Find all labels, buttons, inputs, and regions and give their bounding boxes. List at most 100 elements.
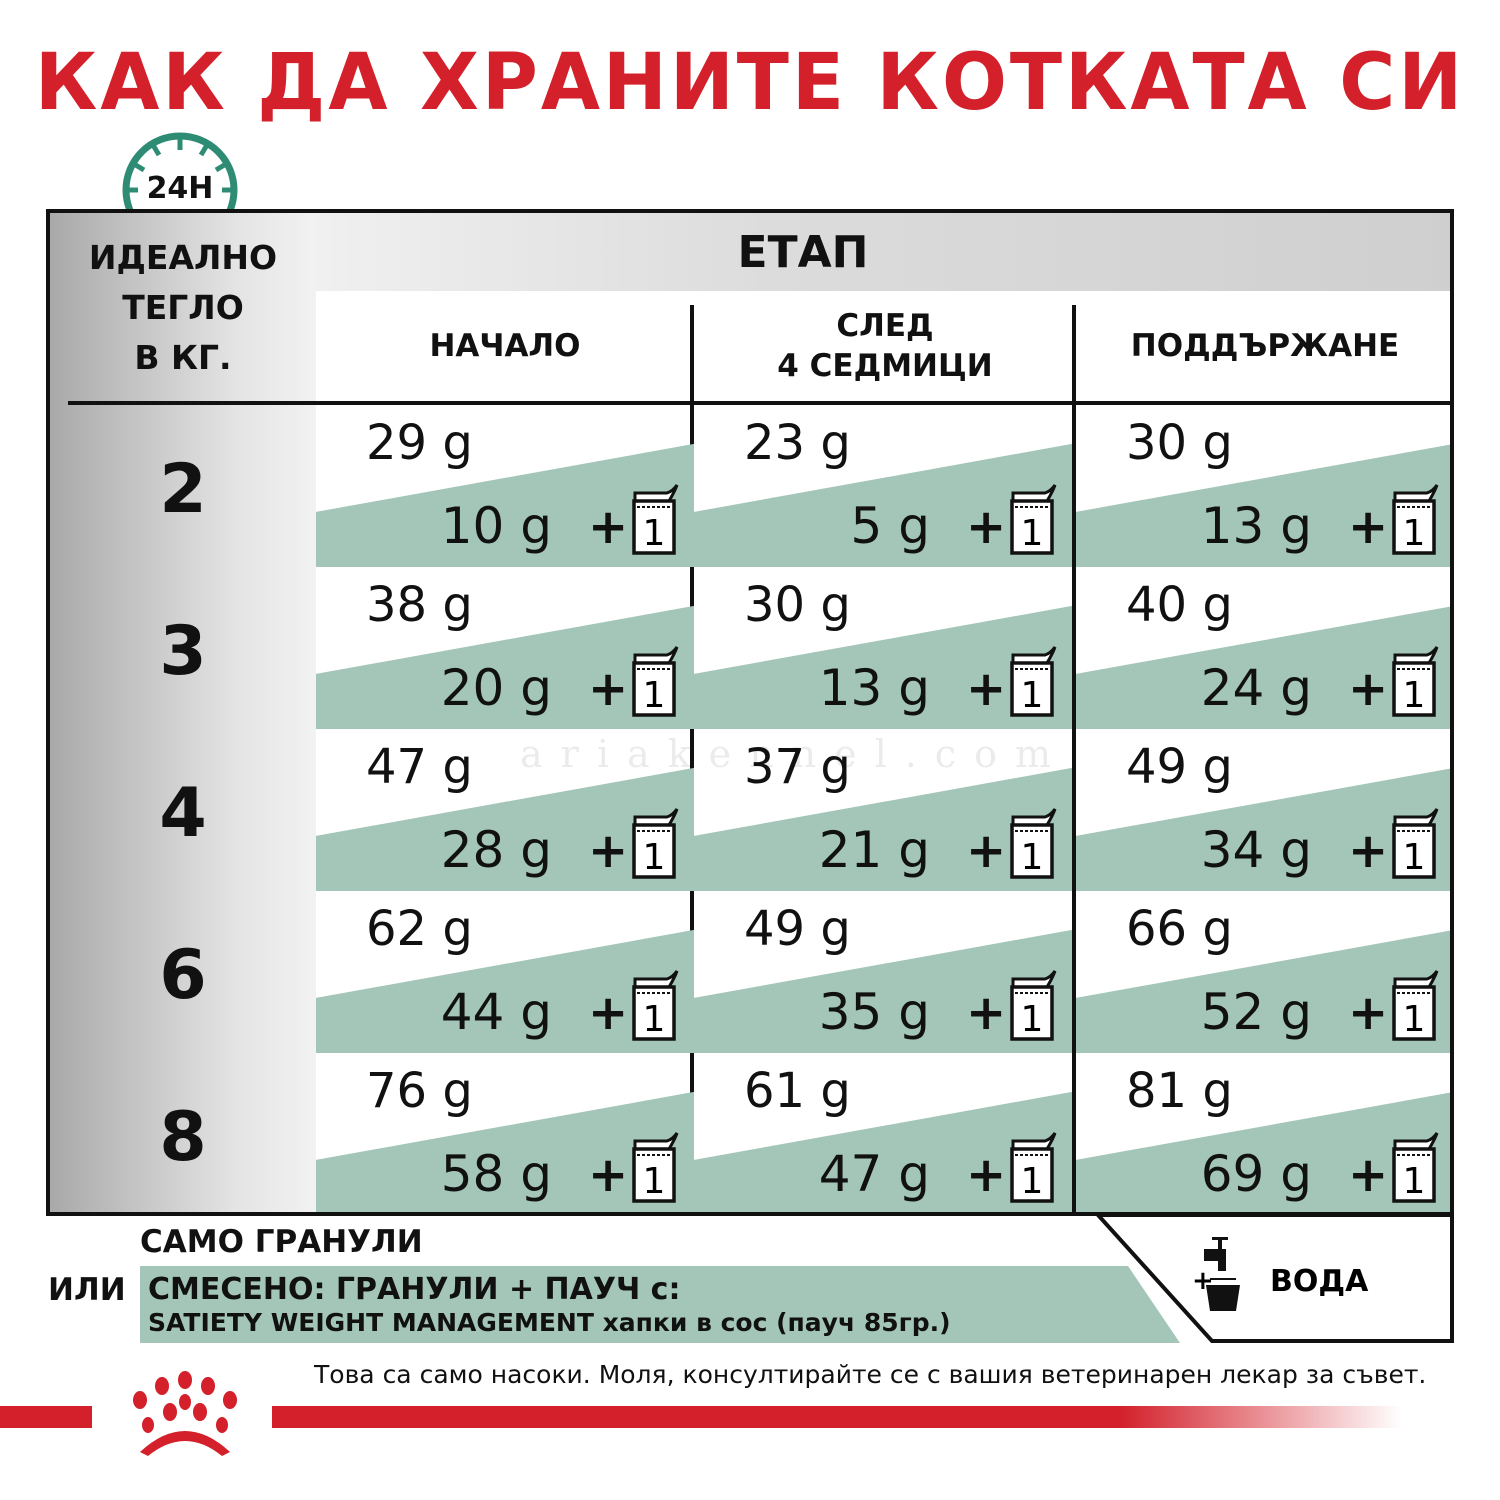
column-header-after-4-weeks: СЛЕД 4 СЕДМИЦИ [694, 291, 1076, 401]
plus-sign: + [588, 661, 629, 717]
dry-only-amount: 62 g [366, 901, 473, 957]
plus-sign: + [966, 661, 1007, 717]
dry-only-amount: 81 g [1126, 1063, 1233, 1119]
pouch-count: 1 [1403, 837, 1426, 878]
mixed-dry-amount: 35 g [818, 983, 930, 1041]
stage-header: ЕТАП [316, 213, 1450, 291]
pouch-count: 1 [1021, 837, 1044, 878]
pouch-count: 1 [643, 1161, 666, 1202]
pouch-icon: 1 [632, 646, 679, 717]
pouch-count: 1 [643, 837, 666, 878]
mixed-label: СМЕСЕНО: ГРАНУЛИ + ПАУЧ с: [148, 1272, 681, 1307]
disclaimer: Това са само насоки. Моля, консултирайте… [314, 1360, 1427, 1389]
weight-kg: 3 [159, 612, 207, 691]
column-divider [1072, 305, 1076, 1212]
feeding-cell: 23 g 5 g + 1 [694, 405, 1072, 567]
header-divider [68, 401, 1450, 405]
pouch-icon: 1 [1010, 970, 1057, 1041]
brand-bar-left [0, 1406, 92, 1428]
mixed-dry-amount: 44 g [440, 983, 552, 1041]
pouch-count: 1 [1021, 999, 1044, 1040]
plus-sign: + [966, 499, 1007, 555]
feeding-table: ЕТАП ИДЕАЛНО ТЕГЛО В КГ. НАЧАЛО СЛЕД 4 С… [46, 209, 1454, 1216]
pouch-count: 1 [1403, 513, 1426, 554]
feeding-cell: 40 g 24 g + 1 [1076, 567, 1450, 729]
dry-only-amount: 29 g [366, 415, 473, 471]
pouch-count: 1 [643, 999, 666, 1040]
feeding-cell: 47 g 28 g + 1 [316, 729, 694, 891]
brand-bar-right [272, 1406, 1402, 1428]
mixed-dry-amount: 52 g [1200, 983, 1312, 1041]
watermark: ariakennel.com [520, 732, 1070, 776]
pouch-count: 1 [1021, 1161, 1044, 1202]
dry-only-amount: 30 g [1126, 415, 1233, 471]
water-tap-icon [1204, 1237, 1240, 1311]
pouch-icon: 1 [1010, 808, 1057, 879]
pouch-count: 1 [1403, 999, 1426, 1040]
pouch-icon: 1 [632, 484, 679, 555]
feeding-cell: 38 g 20 g + 1 [316, 567, 694, 729]
weight-kg: 4 [159, 774, 207, 853]
dry-only-amount: 61 g [744, 1063, 851, 1119]
product-name: SATIETY WEIGHT MANAGEMENT [148, 1308, 594, 1337]
pouch-icon: 1 [1392, 808, 1439, 879]
column-header-maintenance: ПОДДЪРЖАНЕ [1076, 291, 1450, 401]
plus-sign: + [966, 1147, 1007, 1203]
column-header-line: СЛЕД [836, 308, 934, 344]
weight-header-line: ТЕГЛО [122, 288, 244, 327]
weight-header-line: ИДЕАЛНО [88, 238, 278, 277]
column-header-start: НАЧАЛО [316, 291, 694, 401]
plus-sign: + [588, 823, 629, 879]
pouch-icon: 1 [632, 1132, 679, 1203]
pouch-icon: 1 [1010, 484, 1057, 555]
weight-header-line: В КГ. [134, 338, 232, 377]
feeding-cell: 49 g 34 g + 1 [1076, 729, 1450, 891]
mixed-dry-amount: 24 g [1200, 659, 1312, 717]
clock-label: 24H [147, 171, 214, 206]
dry-only-amount: 37 g [744, 739, 851, 795]
pouch-count: 1 [1403, 675, 1426, 716]
dry-only-label: САМО ГРАНУЛИ [140, 1224, 423, 1260]
pouch-count: 1 [1403, 1161, 1426, 1202]
product-desc: хапки в сос (пауч 85гр.) [602, 1308, 951, 1337]
plus-sign: + [1348, 985, 1389, 1041]
pouch-icon: 1 [1392, 646, 1439, 717]
mixed-dry-amount: 34 g [1200, 821, 1312, 879]
plus-sign: + [1348, 661, 1389, 717]
pouch-icon: 1 [632, 970, 679, 1041]
mixed-dry-amount: 47 g [818, 1145, 930, 1203]
plus-sign: + [588, 499, 629, 555]
dry-only-amount: 47 g [366, 739, 473, 795]
product-line: SATIETY WEIGHT MANAGEMENT хапки в сос (п… [148, 1308, 951, 1337]
dry-only-amount: 38 g [366, 577, 473, 633]
plus-sign: + [966, 985, 1007, 1041]
plus-sign: + [1348, 823, 1389, 879]
water-plus: + [1192, 1266, 1214, 1296]
plus-sign: + [966, 823, 1007, 879]
pouch-icon: 1 [1010, 1132, 1057, 1203]
feeding-cell: 66 g 52 g + 1 [1076, 891, 1450, 1053]
feeding-cell: 61 g 47 g + 1 [694, 1053, 1072, 1212]
feeding-cell: 81 g 69 g + 1 [1076, 1053, 1450, 1212]
column-header-line: 4 СЕДМИЦИ [777, 348, 993, 384]
mixed-dry-amount: 20 g [440, 659, 552, 717]
mixed-dry-amount: 28 g [440, 821, 552, 879]
weight-kg: 8 [159, 1098, 207, 1177]
dry-only-amount: 66 g [1126, 901, 1233, 957]
dry-only-amount: 76 g [366, 1063, 473, 1119]
plus-sign: + [588, 1147, 629, 1203]
mixed-dry-amount: 5 g [850, 497, 930, 555]
feeding-cell: 76 g 58 g + 1 [316, 1053, 694, 1212]
feeding-cell: 30 g 13 g + 1 [1076, 405, 1450, 567]
plus-sign: + [1348, 499, 1389, 555]
dry-only-amount: 49 g [744, 901, 851, 957]
plus-sign: + [588, 985, 629, 1041]
feeding-cell: 62 g 44 g + 1 [316, 891, 694, 1053]
pouch-count: 1 [643, 513, 666, 554]
weight-kg: 2 [159, 450, 207, 529]
pouch-count: 1 [1021, 675, 1044, 716]
mixed-dry-amount: 58 g [440, 1145, 552, 1203]
pouch-icon: 1 [1392, 484, 1439, 555]
pouch-count: 1 [1021, 513, 1044, 554]
dry-only-amount: 30 g [744, 577, 851, 633]
